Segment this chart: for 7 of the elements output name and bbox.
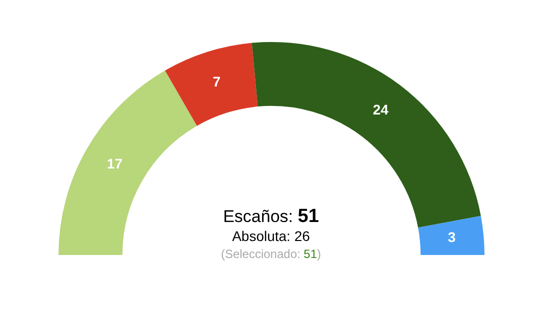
data-label: 3 xyxy=(448,229,456,246)
data-label: 7 xyxy=(212,73,221,90)
text: (Seleccionado: 51) xyxy=(220,247,322,261)
text: Absoluta: 26 xyxy=(231,228,311,244)
text: Escaños: 51 xyxy=(222,206,320,228)
data-label: 24 xyxy=(372,101,389,118)
data-label: 17 xyxy=(106,155,123,172)
